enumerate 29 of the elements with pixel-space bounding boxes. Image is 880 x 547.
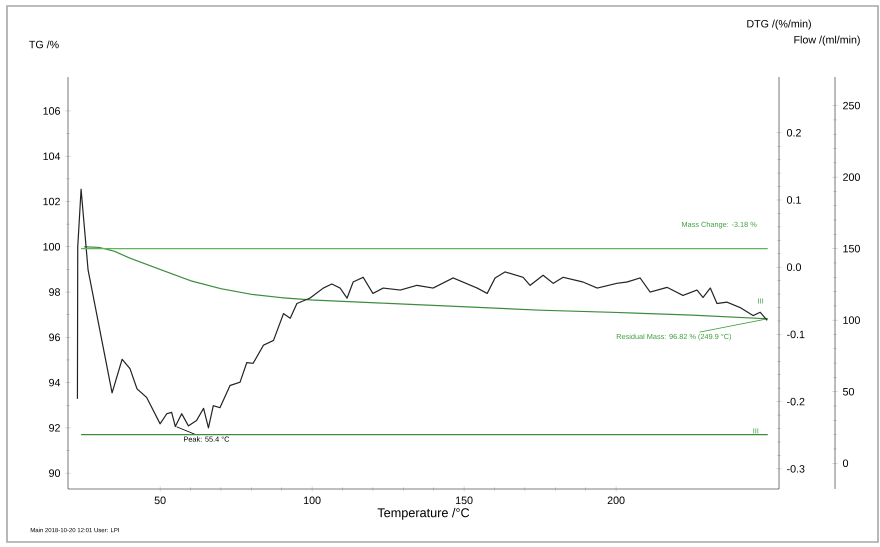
y-axis-title: TG /% bbox=[29, 40, 59, 48]
x-axis-title: Temperature /°C bbox=[378, 508, 470, 520]
y3-tick-label: 100 bbox=[843, 316, 860, 324]
y-tick-label: 90 bbox=[49, 469, 60, 477]
x-tick-label: 100 bbox=[304, 496, 321, 504]
y-tick-label: 102 bbox=[43, 198, 60, 206]
y3-tick-label: 0 bbox=[842, 459, 848, 468]
y-tick-label: 94 bbox=[49, 378, 60, 386]
x-tick-label: 150 bbox=[456, 496, 473, 504]
y2-tick-label: 0.0 bbox=[786, 263, 801, 271]
y-tick-label: 106 bbox=[43, 107, 60, 115]
y3-tick-label: 250 bbox=[843, 102, 860, 110]
y2-axis-title: DTG /(%/min) bbox=[747, 20, 811, 30]
y3-tick-label: 50 bbox=[842, 388, 854, 396]
y-tick-label: 96 bbox=[49, 334, 60, 342]
y3-axis-title: Flow /(ml/min) bbox=[794, 36, 860, 46]
y2-tick-label: 0.2 bbox=[786, 129, 801, 137]
y3-tick-label: 200 bbox=[843, 173, 860, 181]
x-tick-label: 200 bbox=[608, 496, 625, 504]
y2-tick-label: -0.3 bbox=[787, 465, 804, 473]
y2-tick-label: -0.2 bbox=[787, 398, 804, 406]
y-tick-label: 92 bbox=[49, 424, 60, 432]
y-tick-label: 100 bbox=[43, 243, 60, 251]
y2-tick-label: 0.1 bbox=[786, 196, 801, 204]
y-tick-label: 104 bbox=[43, 152, 60, 160]
y2-tick-label: -0.1 bbox=[787, 330, 804, 338]
y3-tick-label: 150 bbox=[843, 244, 860, 252]
y-tick-label: 98 bbox=[49, 288, 60, 296]
x-tick-label: 50 bbox=[154, 496, 166, 504]
